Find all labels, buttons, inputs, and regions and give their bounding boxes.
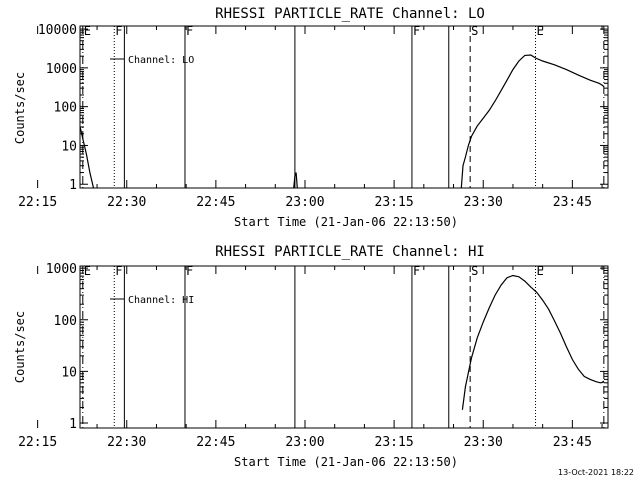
data-series-line bbox=[460, 54, 605, 189]
x-tick-label: 23:30 bbox=[464, 435, 503, 450]
x-tick-label: 23:30 bbox=[464, 195, 503, 210]
y-tick-label: 10 bbox=[61, 139, 77, 154]
flag-marker-label: S bbox=[471, 264, 478, 278]
x-tick-label: 23:15 bbox=[375, 435, 414, 450]
flag-marker-label: S bbox=[471, 24, 478, 38]
x-tick-label: 22:45 bbox=[196, 435, 235, 450]
chart-title: RHESSI PARTICLE_RATE Channel: HI bbox=[215, 244, 485, 260]
legend-label: Channel: LO bbox=[128, 55, 194, 66]
y-tick-label: 1 bbox=[69, 417, 77, 432]
y-axis-label: Counts/sec bbox=[13, 72, 27, 144]
y-tick-label: 1000 bbox=[46, 262, 77, 277]
y-tick-label: 100 bbox=[54, 101, 77, 116]
y-tick-label: 1000 bbox=[46, 62, 77, 77]
x-axis-label: Start Time (21-Jan-06 22:13:50) bbox=[234, 455, 458, 469]
plot-frame bbox=[79, 25, 609, 189]
x-tick-label: 22:15 bbox=[18, 195, 57, 210]
data-series-line bbox=[293, 172, 298, 189]
flag-marker-label: F bbox=[413, 24, 420, 38]
x-tick-label: 22:30 bbox=[107, 435, 146, 450]
x-tick-label: 23:00 bbox=[285, 435, 324, 450]
flag-marker-label: E bbox=[537, 264, 544, 278]
data-series-line bbox=[79, 126, 95, 189]
timestamp-footer: 13-Oct-2021 18:22 bbox=[558, 468, 634, 477]
flag-marker-label: E bbox=[84, 264, 91, 278]
y-tick-label: 10 bbox=[61, 365, 77, 380]
flag-marker-label: F bbox=[413, 264, 420, 278]
x-tick-label: 22:30 bbox=[107, 195, 146, 210]
flag-marker-label: E bbox=[537, 24, 544, 38]
flag-marker-label: F bbox=[186, 264, 193, 278]
flag-marker-label: F bbox=[186, 24, 193, 38]
legend-label: Channel: HI bbox=[128, 295, 194, 306]
y-tick-label: 1 bbox=[69, 178, 77, 193]
lo-channel-panel: RHESSI PARTICLE_RATE Channel: LO Counts/… bbox=[13, 6, 609, 229]
x-tick-label: 22:45 bbox=[196, 195, 235, 210]
chart-title: RHESSI PARTICLE_RATE Channel: LO bbox=[215, 6, 485, 22]
y-tick-label: 10000 bbox=[38, 23, 77, 38]
plot-frame bbox=[79, 265, 609, 429]
flag-marker-label: F bbox=[115, 24, 122, 38]
y-tick-label: 100 bbox=[54, 314, 77, 329]
data-series-line bbox=[461, 274, 605, 410]
flag-marker-label: F bbox=[115, 264, 122, 278]
hi-channel-panel: RHESSI PARTICLE_RATE Channel: HI Counts/… bbox=[13, 244, 609, 469]
x-tick-label: 23:00 bbox=[285, 195, 324, 210]
flag-marker-label: E bbox=[84, 24, 91, 38]
y-axis-label: Counts/sec bbox=[13, 311, 27, 383]
x-tick-label: 23:45 bbox=[553, 195, 592, 210]
x-tick-label: 23:45 bbox=[553, 435, 592, 450]
x-axis-label: Start Time (21-Jan-06 22:13:50) bbox=[234, 215, 458, 229]
x-tick-label: 22:15 bbox=[18, 435, 57, 450]
x-tick-label: 23:15 bbox=[375, 195, 414, 210]
